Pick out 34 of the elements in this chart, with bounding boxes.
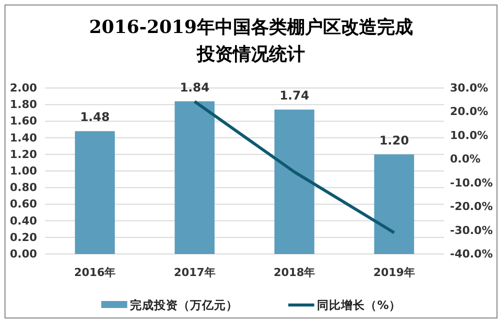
y-tick-label: 0.40 (10, 214, 38, 228)
y-tick-label: 1.80 (10, 98, 38, 112)
chart-title: 2016-2019年中国各类棚户区改造完成投资情况统计 (89, 17, 413, 65)
y2-tick-label: -20.0% (450, 200, 493, 214)
x-tick-label: 2018年 (274, 266, 316, 279)
y-tick-label: 1.40 (10, 131, 38, 144)
y2-tick-label: -30.0% (450, 224, 493, 237)
legend-label: 完成投资（万亿元） (130, 298, 238, 312)
y-tick-label: 1.20 (10, 148, 38, 161)
bar (274, 110, 314, 254)
y-tick-label: 0.00 (10, 248, 38, 261)
x-tick-label: 2016年 (74, 266, 116, 279)
y-tick-label: 0.20 (10, 230, 38, 244)
data-label: 1.20 (379, 133, 409, 148)
y2-tick-label: -10.0% (450, 176, 493, 190)
bar (174, 101, 215, 254)
data-label: 1.74 (280, 88, 310, 103)
x-tick-label: 2019年 (373, 266, 415, 279)
y-tick-label: 1.60 (10, 114, 38, 128)
y-tick-label: 2.00 (10, 82, 38, 95)
y2-tick-label: 0.0% (450, 152, 481, 166)
data-label: 1.84 (180, 80, 210, 94)
y-tick-label: 0.80 (10, 181, 38, 194)
y2-tick-label: 30.0% (450, 82, 488, 95)
x-tick-label: 2017年 (174, 266, 216, 279)
y2-tick-label: 20.0% (450, 105, 488, 118)
legend-label: 同比增长（%） (317, 298, 401, 312)
y-tick-label: 0.60 (10, 198, 38, 211)
y2-tick-label: 10.0% (450, 128, 488, 142)
bar (74, 131, 115, 254)
y-tick-label: 1.00 (10, 164, 38, 178)
data-label: 1.48 (80, 110, 110, 124)
y2-tick-label: -40.0% (450, 248, 493, 261)
bar (374, 154, 414, 254)
